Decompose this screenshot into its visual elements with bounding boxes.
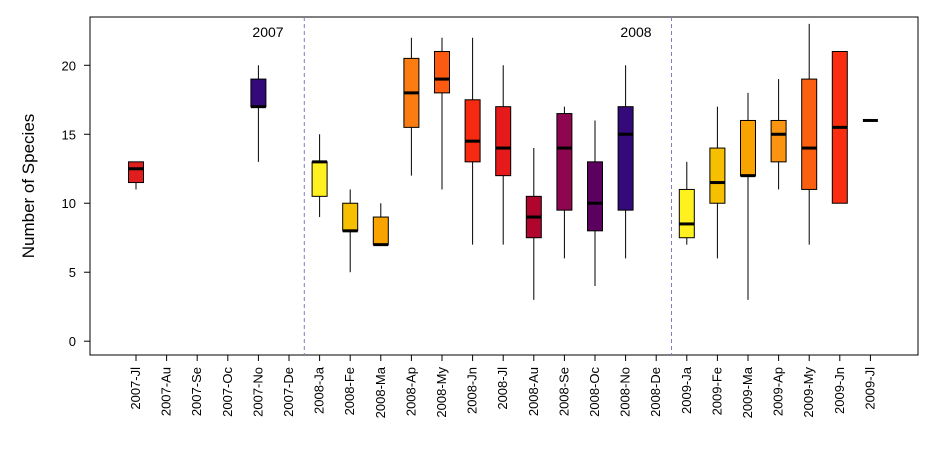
x-tick-label-2008-no: 2008-No — [618, 367, 633, 417]
box-body — [801, 78, 818, 190]
x-tick-label-2007-jl: 2007-Jl — [128, 367, 143, 410]
x-tick-label-2009-ap: 2009-Ap — [771, 367, 786, 416]
x-axis: 2007-Jl 2007-Au 2007-Se 2007-Oc 2007-No 2007-… — [128, 355, 877, 418]
x-tick-label-2009-jl: 2009-Jl — [862, 367, 877, 410]
box-2009-my — [801, 23, 818, 245]
box-2009-fe — [709, 106, 726, 259]
box-body — [250, 78, 267, 108]
box-2008-ap — [403, 37, 420, 176]
y-tick-label-15: 15 — [62, 127, 76, 142]
x-tick-label-2008-oc: 2008-Oc — [587, 367, 602, 417]
x-tick-label-2008-fe: 2008-Fe — [342, 367, 357, 415]
x-tick-label-2008-my: 2008-My — [434, 367, 449, 418]
box-2007-jl — [128, 161, 144, 190]
x-tick-label-2008-ma: 2008-Ma — [373, 366, 388, 418]
x-tick-label-2008-jl: 2008-Jl — [495, 367, 510, 410]
box-body — [770, 119, 787, 163]
y-tick-label-0: 0 — [69, 334, 76, 349]
box-body — [740, 119, 756, 177]
box-body — [464, 99, 481, 163]
x-tick-label-2007-no: 2007-No — [250, 367, 265, 417]
box-body — [128, 161, 144, 184]
box-body — [709, 147, 726, 204]
x-tick-label-2008-au: 2008-Au — [526, 367, 541, 416]
box-body — [495, 106, 512, 177]
x-tick-label-2009-ja: 2009-Ja — [679, 366, 694, 414]
box-series — [128, 23, 878, 300]
box-body — [556, 113, 573, 211]
x-tick-label-2009-fe: 2009-Fe — [709, 367, 724, 415]
box-2008-my — [434, 37, 450, 190]
box-2009-ma — [740, 92, 756, 300]
annotation-2007: 2007 — [252, 24, 283, 40]
box-2008-fe — [342, 189, 359, 273]
y-tick-label-20: 20 — [62, 58, 76, 73]
y-tick-label-10: 10 — [62, 196, 76, 211]
box-body — [587, 161, 603, 232]
plot-frame — [89, 16, 919, 356]
box-2008-ja — [311, 134, 328, 218]
box-2008-ma — [372, 203, 389, 247]
x-tick-label-2009-ma: 2009-Ma — [740, 366, 755, 418]
box-2008-no — [617, 65, 634, 259]
x-tick-label-2008-ap: 2008-Ap — [403, 367, 418, 416]
box-2008-au — [525, 148, 542, 300]
x-tick-label-2007-se: 2007-Se — [189, 367, 204, 416]
box-2009-ap — [770, 79, 787, 190]
box-body — [434, 50, 450, 94]
x-tick-label-2008-de: 2008-De — [648, 367, 663, 417]
x-tick-label-2007-au: 2007-Au — [159, 367, 174, 416]
x-tick-label-2008-se: 2008-Se — [556, 367, 571, 416]
y-tick-label-5: 5 — [69, 265, 76, 280]
box-2008-se — [556, 106, 573, 259]
box-body — [617, 106, 634, 211]
y-axis: 0 5 10 15 20 — [62, 58, 90, 349]
box-2007-no — [250, 65, 267, 162]
year-dividers — [303, 17, 672, 355]
box-2009-jn — [831, 50, 848, 204]
box-body — [342, 202, 359, 232]
annotation-2008: 2008 — [620, 24, 651, 40]
y-axis-label: Number of Species — [19, 114, 38, 259]
box-body — [372, 216, 389, 246]
box-body — [311, 161, 328, 197]
box-2008-oc — [587, 120, 603, 287]
box-2008-jn — [464, 37, 481, 245]
x-tick-label-2007-oc: 2007-Oc — [220, 367, 235, 417]
x-tick-label-2008-jn: 2008-Jn — [465, 367, 480, 414]
box-2008-jl — [495, 65, 512, 245]
box-2009-ja — [678, 161, 695, 245]
x-tick-label-2009-jn: 2009-Jn — [832, 367, 847, 414]
x-tick-label-2009-my: 2009-My — [801, 367, 816, 418]
x-tick-label-2008-ja: 2008-Ja — [312, 366, 327, 414]
box-body — [678, 188, 695, 239]
x-tick-label-2007-de: 2007-De — [281, 367, 296, 417]
